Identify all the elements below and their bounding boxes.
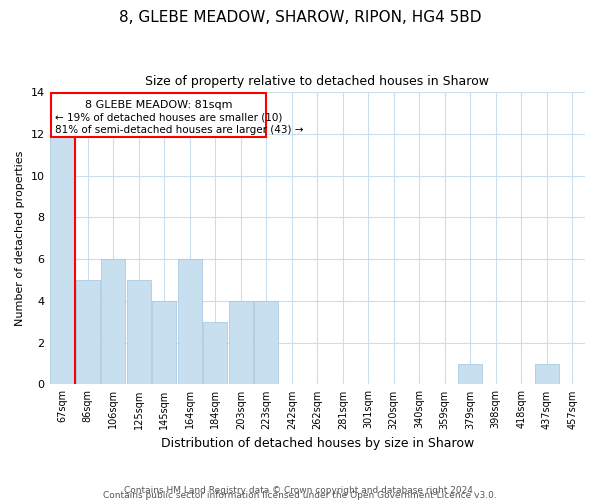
- Bar: [203, 322, 227, 384]
- Bar: [101, 259, 125, 384]
- Bar: [50, 113, 74, 384]
- Title: Size of property relative to detached houses in Sharow: Size of property relative to detached ho…: [145, 75, 489, 88]
- Bar: [535, 364, 559, 384]
- Bar: [254, 301, 278, 384]
- Text: 8 GLEBE MEADOW: 81sqm: 8 GLEBE MEADOW: 81sqm: [85, 100, 232, 110]
- Bar: [127, 280, 151, 384]
- Y-axis label: Number of detached properties: Number of detached properties: [15, 150, 25, 326]
- Text: 8, GLEBE MEADOW, SHAROW, RIPON, HG4 5BD: 8, GLEBE MEADOW, SHAROW, RIPON, HG4 5BD: [119, 10, 481, 25]
- Bar: [229, 301, 253, 384]
- Bar: [152, 301, 176, 384]
- Text: Contains HM Land Registry data © Crown copyright and database right 2024.: Contains HM Land Registry data © Crown c…: [124, 486, 476, 495]
- Text: ← 19% of detached houses are smaller (10): ← 19% of detached houses are smaller (10…: [55, 113, 282, 123]
- FancyBboxPatch shape: [51, 93, 266, 137]
- Text: Contains public sector information licensed under the Open Government Licence v3: Contains public sector information licen…: [103, 490, 497, 500]
- Bar: [76, 280, 100, 384]
- Text: 81% of semi-detached houses are larger (43) →: 81% of semi-detached houses are larger (…: [55, 126, 303, 136]
- Bar: [458, 364, 482, 384]
- X-axis label: Distribution of detached houses by size in Sharow: Distribution of detached houses by size …: [161, 437, 474, 450]
- Bar: [178, 259, 202, 384]
